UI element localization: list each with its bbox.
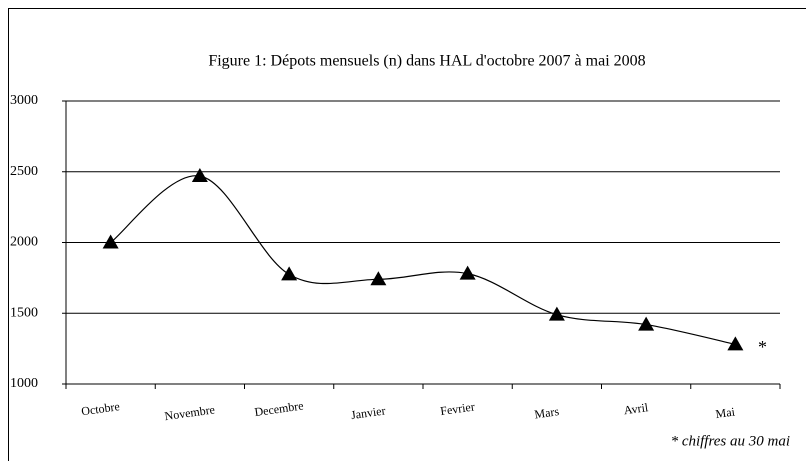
marker — [281, 266, 298, 281]
frame — [8, 8, 806, 461]
x-tick-label: Decembre — [254, 398, 305, 419]
y-tick-label: 1500 — [10, 305, 38, 320]
marker — [191, 167, 208, 182]
x-tick-label: Avril — [623, 400, 650, 417]
annotation: * chiffres au 30 mai — [671, 433, 790, 449]
chart-title: Figure 1: Dépots mensuels (n) dans HAL d… — [208, 53, 645, 70]
marker — [459, 265, 476, 280]
x-tick-label: Octobre — [80, 399, 120, 418]
series-line — [110, 175, 736, 345]
x-tick-label: Mai — [715, 404, 737, 421]
marker — [102, 234, 119, 249]
marker — [370, 271, 387, 286]
x-tick-label: Novembre — [164, 402, 216, 423]
marker — [638, 316, 655, 331]
y-tick-label: 1000 — [10, 376, 38, 391]
y-tick-label: 3000 — [10, 93, 38, 108]
marker — [727, 336, 744, 351]
marker — [548, 306, 565, 321]
x-tick-label: Fevrier — [439, 399, 475, 418]
x-tick-label: Janvier — [350, 403, 386, 422]
y-tick-label: 2000 — [10, 235, 38, 250]
x-tick-label: Mars — [534, 404, 561, 421]
y-tick-label: 2500 — [10, 164, 38, 179]
annotation: * — [758, 337, 767, 357]
